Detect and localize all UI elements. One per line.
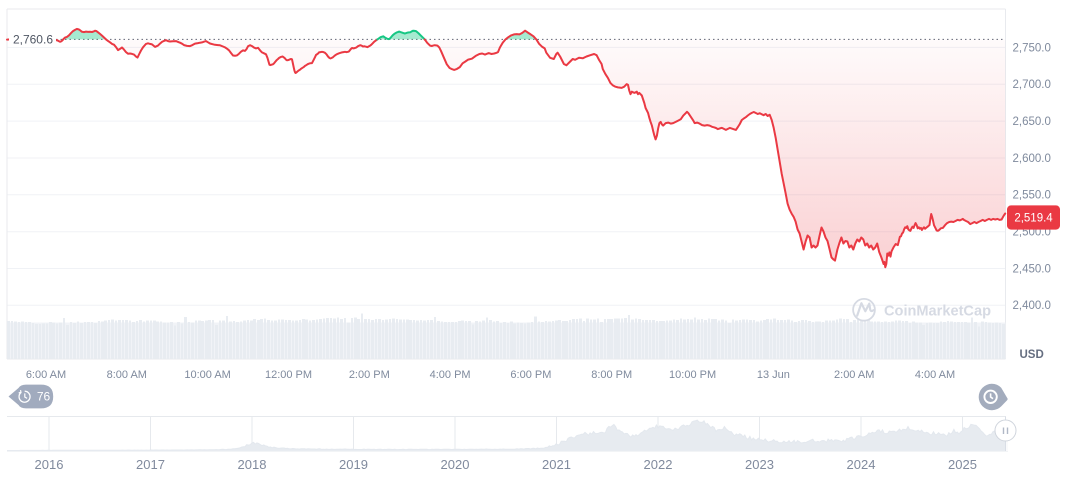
svg-text:2,450.0: 2,450.0 <box>1013 263 1051 275</box>
svg-text:13 Jun: 13 Jun <box>757 369 790 381</box>
svg-text:6:00 AM: 6:00 AM <box>26 369 66 381</box>
svg-text:2024: 2024 <box>847 457 876 472</box>
svg-text:2,750.0: 2,750.0 <box>1013 42 1051 54</box>
svg-text:CoinMarketCap: CoinMarketCap <box>884 303 991 320</box>
svg-text:10:00 AM: 10:00 AM <box>184 369 230 381</box>
svg-text:2017: 2017 <box>136 457 165 472</box>
svg-text:2018: 2018 <box>238 457 267 472</box>
svg-text:12:00 PM: 12:00 PM <box>265 369 312 381</box>
svg-text:4:00 AM: 4:00 AM <box>915 369 955 381</box>
svg-text:2,550.0: 2,550.0 <box>1013 190 1051 202</box>
svg-text:2,760.6: 2,760.6 <box>13 32 53 46</box>
svg-text:2,400.0: 2,400.0 <box>1013 300 1051 312</box>
svg-text:8:00 AM: 8:00 AM <box>107 369 147 381</box>
svg-text:2021: 2021 <box>542 457 571 472</box>
svg-text:8:00 PM: 8:00 PM <box>591 369 632 381</box>
svg-text:2,500.0: 2,500.0 <box>1013 227 1051 239</box>
svg-text:2:00 AM: 2:00 AM <box>834 369 874 381</box>
svg-text:2,600.0: 2,600.0 <box>1013 153 1051 165</box>
svg-text:4:00 PM: 4:00 PM <box>430 369 471 381</box>
svg-text:2:00 PM: 2:00 PM <box>349 369 390 381</box>
svg-text:2020: 2020 <box>441 457 470 472</box>
svg-text:76: 76 <box>37 390 51 404</box>
svg-text:2022: 2022 <box>644 457 673 472</box>
svg-text:2,700.0: 2,700.0 <box>1013 79 1051 91</box>
svg-text:10:00 PM: 10:00 PM <box>669 369 716 381</box>
svg-text:2025: 2025 <box>948 457 977 472</box>
svg-text:2019: 2019 <box>339 457 368 472</box>
svg-text:2016: 2016 <box>35 457 64 472</box>
svg-text:2023: 2023 <box>745 457 774 472</box>
svg-text:2,650.0: 2,650.0 <box>1013 116 1051 128</box>
svg-text:6:00 PM: 6:00 PM <box>510 369 551 381</box>
svg-text:2,519.4: 2,519.4 <box>1014 213 1053 225</box>
svg-text:USD: USD <box>1020 349 1044 361</box>
